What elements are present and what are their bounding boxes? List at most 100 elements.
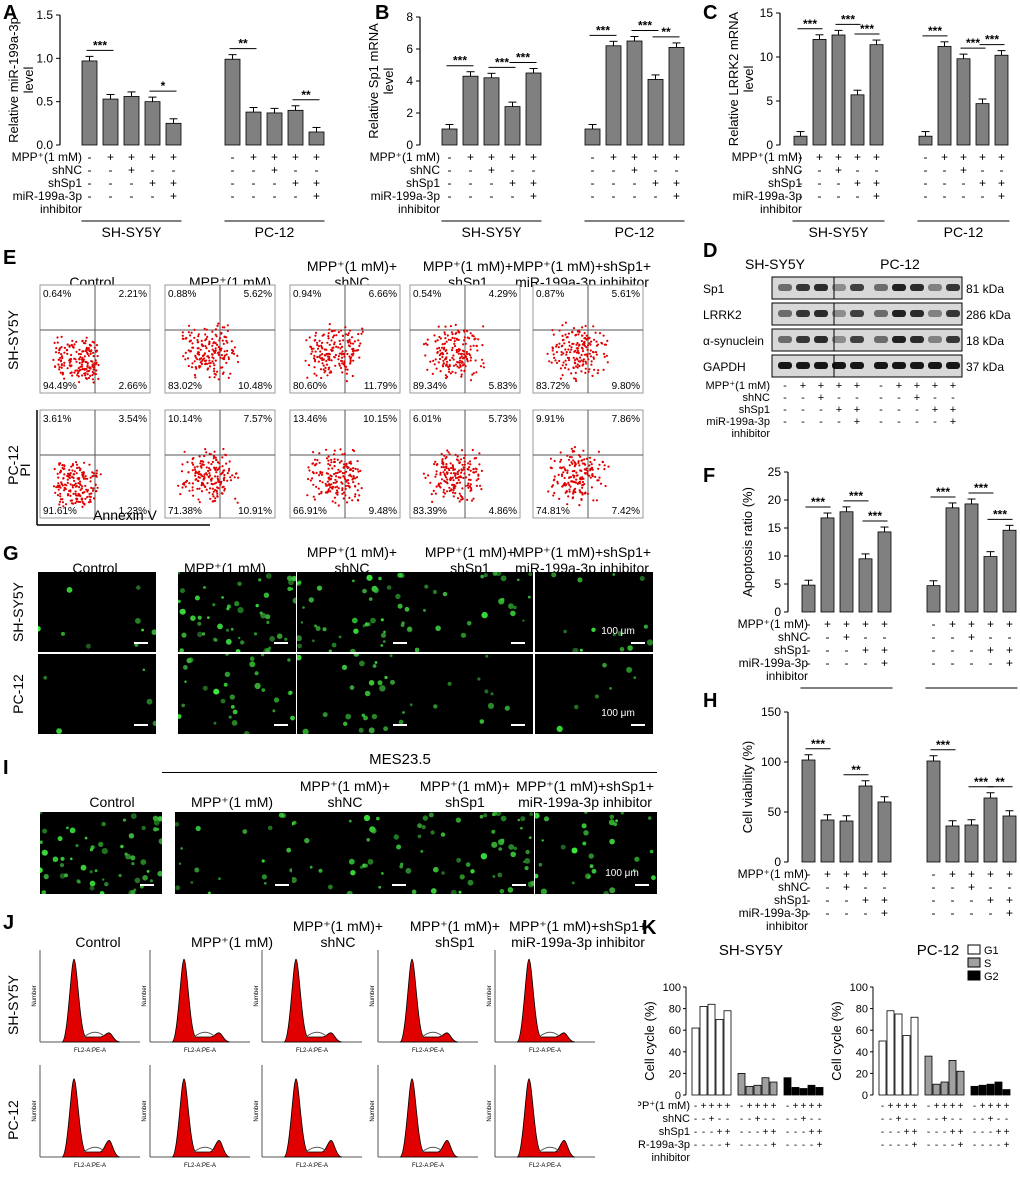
event-dot: [592, 351, 595, 354]
event-dot: [217, 353, 221, 357]
cell-dot: [322, 627, 327, 632]
event-dot: [442, 461, 445, 464]
event-dot: [327, 368, 330, 371]
event-dot: [460, 458, 463, 461]
cell-dot: [528, 836, 532, 840]
cell-dot: [465, 862, 471, 867]
event-dot: [325, 484, 328, 487]
event-dot: [221, 339, 224, 342]
event-dot: [323, 354, 326, 357]
treatment-sign: -: [997, 1140, 1000, 1151]
event-dot: [560, 474, 564, 478]
cell-dot: [302, 606, 305, 609]
y-tick-label: 50: [768, 805, 782, 819]
treatment-label: MPP⁺(1 mM): [732, 150, 802, 164]
event-dot: [349, 473, 352, 476]
event-dot: [227, 356, 230, 359]
bar: [745, 1085, 754, 1096]
event-dot: [590, 363, 593, 366]
event-dot: [561, 485, 564, 488]
event-dot: [463, 363, 466, 366]
event-dot: [562, 484, 566, 487]
event-dot: [91, 378, 95, 381]
event-dot: [93, 362, 96, 365]
event-dot: [66, 367, 69, 370]
panel-label-k: K: [642, 917, 657, 939]
event-dot: [439, 337, 442, 340]
event-dot: [347, 344, 350, 347]
event-dot: [357, 339, 360, 342]
cell-dot: [308, 597, 314, 603]
event-dot: [604, 484, 607, 488]
cell-dot: [268, 646, 272, 650]
event-dot: [309, 479, 312, 482]
sig-mark: ***: [985, 33, 999, 47]
event-dot: [580, 353, 583, 357]
event-dot: [307, 364, 311, 367]
event-dot: [435, 367, 438, 370]
cell-dot: [346, 890, 353, 894]
cell-dot: [498, 847, 502, 851]
cell-dot: [40, 867, 43, 873]
treatment-sign: +: [996, 1127, 1002, 1138]
cell-dot: [80, 864, 87, 871]
event-dot: [335, 480, 338, 483]
column-titles-j: Control MPP⁺(1 mM) MPP⁺(1 mM)+ shNC MPP⁺(1 …: [0, 905, 647, 950]
event-dot: [352, 359, 355, 362]
event-dot: [575, 357, 578, 360]
event-dot: [233, 476, 236, 479]
event-dot: [328, 323, 331, 326]
treatment-sign: +: [988, 1101, 994, 1112]
event-dot: [323, 348, 326, 351]
event-dot: [571, 331, 574, 334]
cell-dot: [322, 712, 328, 718]
treatment-sign: -: [151, 189, 155, 203]
cell-dot: [352, 579, 355, 583]
event-dot: [338, 352, 341, 355]
event-dot: [188, 482, 191, 485]
event-dot: [562, 466, 565, 469]
cell-dot: [492, 813, 495, 816]
bar: [858, 785, 873, 863]
event-dot: [439, 473, 442, 476]
cell-dot: [389, 654, 393, 658]
event-dot: [448, 489, 451, 492]
cell-dot: [432, 589, 437, 595]
event-dot: [481, 358, 484, 361]
treatment-sign: +: [958, 1127, 964, 1138]
treatment-sign: -: [511, 189, 515, 203]
cell-dot: [591, 627, 596, 632]
event-dot: [322, 364, 325, 367]
cell-dot: [287, 658, 291, 662]
event-dot: [475, 371, 478, 374]
event-dot: [331, 486, 334, 489]
cell-dot: [398, 719, 404, 725]
event-dot: [354, 485, 357, 488]
treatment-sign: +: [1004, 1101, 1010, 1112]
event-dot: [71, 469, 74, 472]
treatment-sign: -: [932, 630, 936, 644]
cell-dot: [510, 610, 516, 617]
event-dot: [553, 356, 556, 359]
treatment-sign: +: [725, 1140, 731, 1151]
event-dot: [216, 495, 219, 498]
quadrant-value: 6.66%: [369, 289, 397, 300]
quadrant-value: 5.61%: [612, 289, 640, 300]
event-dot: [189, 350, 192, 353]
treatment-sign: -: [718, 1114, 721, 1125]
panel-label-g: G: [3, 543, 19, 565]
y-tick-label: 20: [768, 493, 782, 507]
event-dot: [59, 498, 63, 501]
event-dot: [335, 475, 338, 478]
event-dot: [66, 352, 69, 355]
event-dot: [211, 348, 214, 351]
cell-dot: [197, 621, 202, 626]
event-dot: [458, 492, 461, 495]
cell-dot: [459, 874, 465, 880]
event-dot: [342, 463, 346, 466]
treatment-sign: -: [932, 880, 936, 894]
event-dot: [597, 450, 601, 453]
treatment-sign: -: [591, 150, 595, 164]
event-dot: [314, 463, 317, 467]
y-tick-label: 0: [406, 138, 413, 152]
